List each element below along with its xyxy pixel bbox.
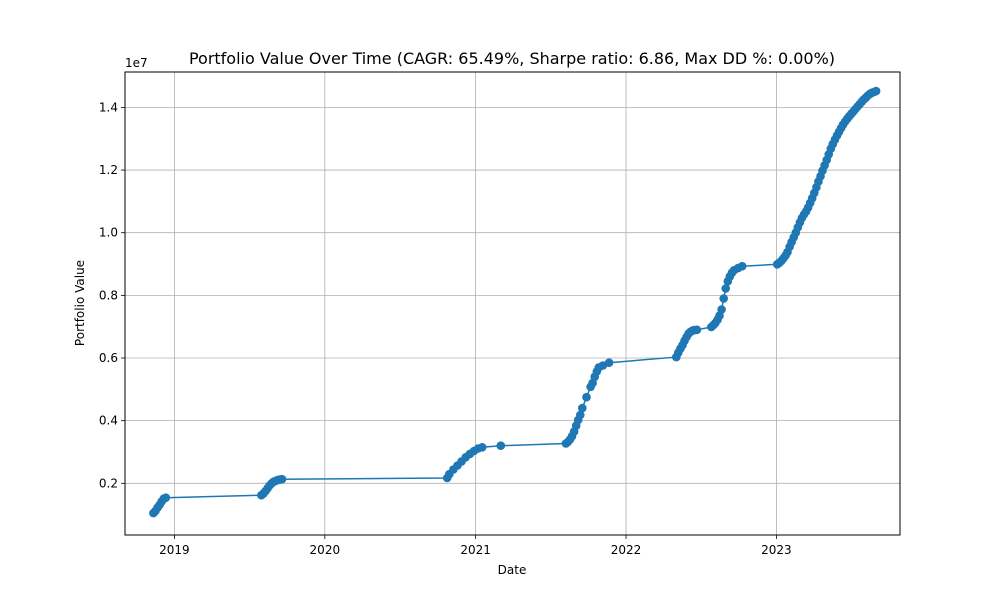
data-point: [496, 441, 506, 451]
chart-title: Portfolio Value Over Time (CAGR: 65.49%,…: [189, 49, 835, 68]
x-tick-label: 2023: [761, 543, 792, 557]
y-axis-label: Portfolio Value: [73, 260, 87, 346]
data-point: [576, 410, 585, 420]
data-point: [719, 294, 728, 303]
series-line: [152, 90, 877, 514]
y-tick-label: 0.4: [99, 414, 118, 428]
data-point: [604, 358, 614, 368]
y-tick-label: 1.4: [99, 100, 118, 114]
y-tick-label: 1.0: [99, 226, 118, 240]
y-tick-label: 0.8: [99, 288, 118, 302]
plot-frame: [124, 71, 901, 536]
y-tick-label: 1.2: [99, 163, 118, 177]
data-point: [582, 392, 591, 402]
x-tick-label: 2022: [611, 543, 642, 557]
y-tick-label: 0.6: [99, 351, 118, 365]
data-point: [277, 474, 287, 484]
data-point: [717, 305, 726, 314]
x-tick-label: 2019: [159, 543, 190, 557]
data-point: [692, 325, 702, 335]
x-axis-label: Date: [498, 563, 527, 577]
series-layer: [149, 86, 881, 518]
grid: [125, 72, 900, 535]
data-point: [477, 443, 487, 452]
y-offset-label: 1e7: [125, 56, 148, 70]
x-axis: 2019 2020 2021 2022 2023: [159, 535, 792, 557]
x-tick-label: 2020: [310, 543, 341, 557]
data-point: [737, 261, 747, 271]
data-point: [161, 493, 171, 503]
x-tick-label: 2021: [460, 543, 491, 557]
y-axis: 0.2 0.4 0.6 0.8 1.0 1.2 1.4: [99, 100, 125, 490]
data-point: [578, 403, 587, 413]
data-point: [871, 86, 881, 96]
y-tick-label: 0.2: [99, 476, 118, 490]
data-point: [721, 284, 730, 293]
